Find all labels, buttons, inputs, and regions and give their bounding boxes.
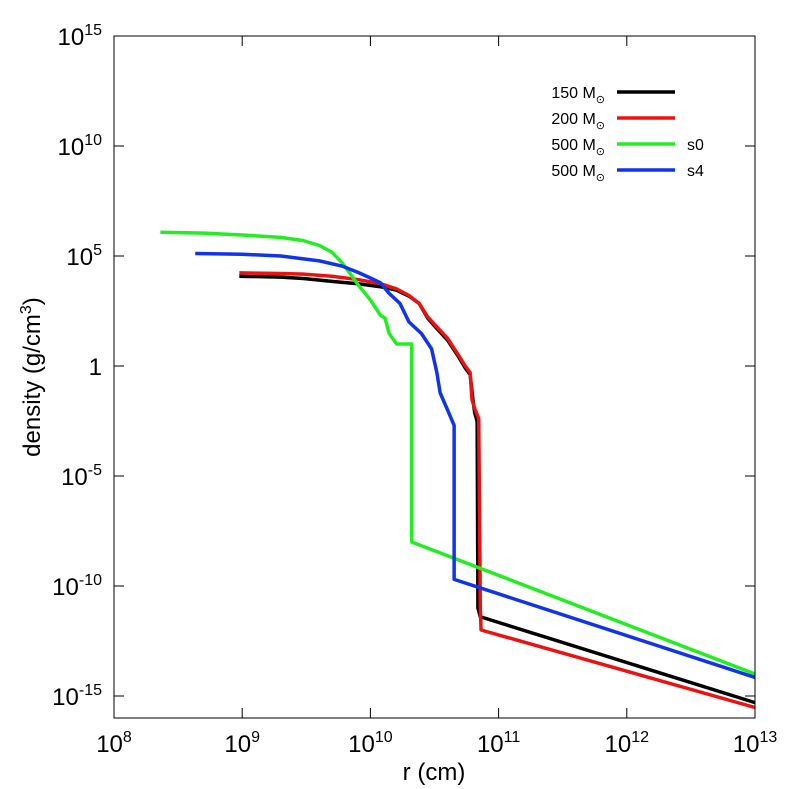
x-tick-label: 1012 — [605, 729, 650, 758]
y-axis-title-main: density (g/cm — [19, 314, 46, 457]
legend-entry: 200 M⊙ — [551, 111, 675, 132]
x-axis-title: r (cm) — [403, 759, 466, 786]
legend: 150 M⊙ 200 M⊙ 500 M⊙ s0 500 M⊙ s4 — [551, 85, 704, 184]
legend-label: 500 M⊙ — [551, 137, 605, 158]
x-tick-label: 1011 — [477, 729, 520, 758]
x-tick-labels: 108 109 1010 1011 1012 1013 — [96, 729, 777, 758]
series-line-2 — [239, 271, 756, 710]
x-tick-label: 1010 — [348, 729, 393, 758]
legend-label: 150 M⊙ — [551, 85, 605, 106]
legend-tag: s4 — [687, 163, 704, 180]
y-tick-label: 1010 — [58, 132, 103, 161]
axis-ticks — [113, 35, 756, 718]
x-tick-label: 1013 — [733, 729, 778, 758]
x-tick-label: 108 — [96, 729, 132, 758]
series-line-4 — [195, 251, 756, 680]
series-line-3 — [160, 230, 756, 676]
y-axis-title-close: ) — [19, 297, 46, 305]
y-tick-label: 105 — [66, 242, 102, 271]
legend-label: 200 M⊙ — [551, 111, 605, 132]
y-tick-label: 10-15 — [52, 682, 102, 711]
y-tick-label: 10-10 — [52, 572, 102, 601]
series-lines — [160, 230, 756, 710]
legend-entry: 500 M⊙ s0 — [551, 137, 704, 158]
x-tick-label: 109 — [224, 729, 260, 758]
legend-entry: 150 M⊙ — [551, 85, 675, 106]
y-axis-title-exponent: 3 — [18, 305, 35, 314]
y-tick-label: 10-5 — [61, 462, 102, 491]
y-axis-title: density (g/cm3) — [18, 297, 46, 457]
y-tick-labels: 1015 1010 105 1 10-5 10-10 10-15 — [52, 22, 102, 711]
legend-tag: s0 — [687, 137, 704, 154]
legend-entry: 500 M⊙ s4 — [551, 163, 704, 184]
y-tick-label: 1 — [89, 354, 102, 381]
y-tick-label: 1015 — [58, 22, 103, 51]
legend-label: 500 M⊙ — [551, 163, 605, 184]
plot-frame — [113, 35, 756, 719]
